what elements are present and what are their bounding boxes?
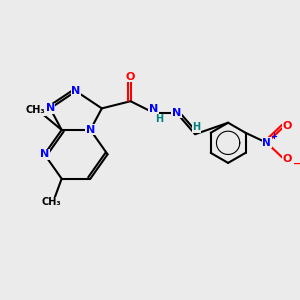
Text: CH₃: CH₃	[42, 197, 62, 207]
Text: +: +	[270, 132, 277, 141]
Text: N: N	[86, 125, 95, 135]
Text: N: N	[46, 103, 55, 113]
Text: N: N	[40, 149, 49, 159]
Text: −: −	[293, 158, 300, 169]
Text: O: O	[283, 154, 292, 164]
Text: N: N	[172, 108, 181, 118]
Text: N: N	[71, 86, 81, 96]
Text: N: N	[262, 138, 271, 148]
Text: H: H	[193, 122, 201, 132]
Text: O: O	[126, 72, 135, 82]
Text: O: O	[283, 122, 292, 131]
Text: N: N	[149, 104, 158, 114]
Text: CH₃: CH₃	[26, 105, 45, 116]
Text: H: H	[155, 114, 163, 124]
